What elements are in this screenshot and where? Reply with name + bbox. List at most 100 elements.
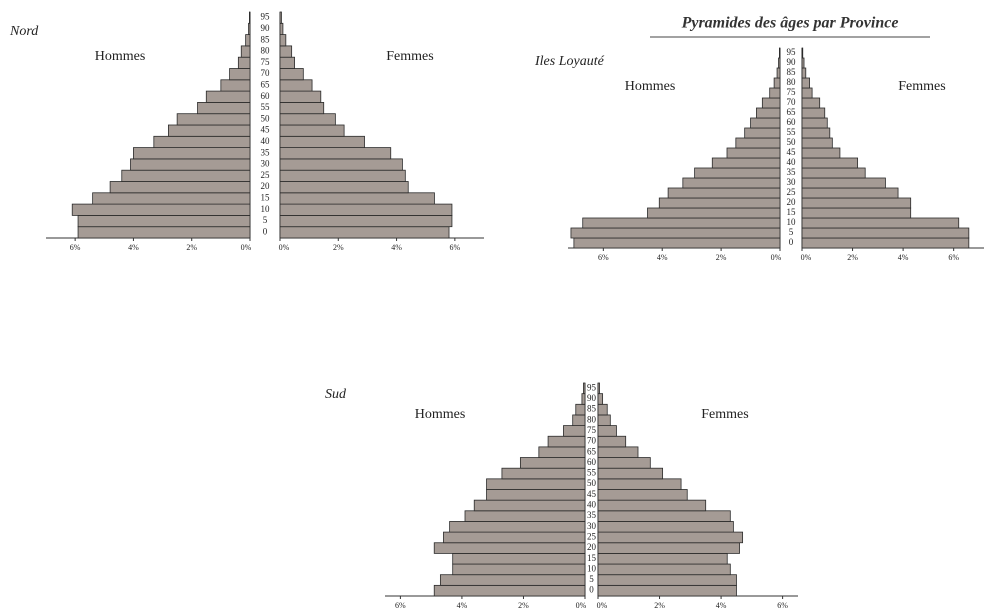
age-label: 65 xyxy=(587,446,597,456)
main-title: Pyramides des âges par Province xyxy=(681,15,899,32)
age-label: 60 xyxy=(587,457,597,467)
bar xyxy=(519,457,586,469)
age-label: 95 xyxy=(261,12,271,22)
bar xyxy=(778,57,781,69)
bar xyxy=(658,197,781,209)
bar xyxy=(801,157,859,169)
legend-label: Hommes xyxy=(625,79,676,94)
bar xyxy=(279,79,313,92)
age-label: 90 xyxy=(587,393,597,403)
x-tick-label: 0% xyxy=(597,601,608,608)
bar xyxy=(744,127,781,139)
legend-label: Femmes xyxy=(898,79,945,94)
bar xyxy=(597,542,740,554)
bar xyxy=(433,584,586,597)
bar xyxy=(597,414,611,427)
age-label: 35 xyxy=(787,167,797,177)
chart-title: Iles Loyauté xyxy=(534,54,605,69)
x-tick-label: 0% xyxy=(279,243,290,252)
x-tick-label: 6% xyxy=(598,253,609,262)
bar xyxy=(573,237,781,249)
bar xyxy=(597,457,651,469)
bar xyxy=(597,467,664,480)
bar xyxy=(597,382,600,395)
bar xyxy=(279,113,336,126)
age-label: 75 xyxy=(587,425,597,435)
bar xyxy=(464,510,586,522)
age-label: 20 xyxy=(261,181,271,191)
age-label: 25 xyxy=(587,531,597,541)
bar xyxy=(667,187,781,199)
age-label: 5 xyxy=(789,227,794,237)
bar xyxy=(279,45,293,58)
bar xyxy=(801,57,805,69)
bar xyxy=(279,56,295,69)
age-label: 85 xyxy=(787,67,797,77)
bar xyxy=(647,207,781,219)
age-label: 40 xyxy=(261,136,271,146)
age-label: 60 xyxy=(787,117,797,127)
age-label: 30 xyxy=(787,177,797,187)
bar xyxy=(563,425,586,437)
bar xyxy=(801,77,810,89)
age-label: 95 xyxy=(787,47,797,57)
bar xyxy=(279,90,322,103)
x-tick-label: 0% xyxy=(576,601,587,608)
age-label: 65 xyxy=(787,107,797,117)
bar xyxy=(167,124,251,137)
age-label: 55 xyxy=(787,127,797,137)
bar xyxy=(711,157,781,169)
bar xyxy=(153,135,251,149)
age-label: 45 xyxy=(261,125,271,135)
bar xyxy=(197,102,251,115)
age-label: 70 xyxy=(587,436,597,446)
bar xyxy=(597,510,731,522)
x-tick-label: 2% xyxy=(186,243,197,252)
bar xyxy=(597,425,617,437)
age-label: 75 xyxy=(787,87,797,97)
age-label: 5 xyxy=(263,215,268,225)
age-label: 0 xyxy=(789,237,794,247)
age-label: 10 xyxy=(787,217,797,227)
age-label: 90 xyxy=(261,23,271,33)
age-label: 55 xyxy=(587,468,597,478)
bar xyxy=(773,77,781,89)
bar xyxy=(801,197,912,209)
bar xyxy=(279,22,284,35)
bar xyxy=(801,217,960,229)
age-label: 20 xyxy=(587,542,597,552)
bar xyxy=(597,553,728,565)
age-label: 45 xyxy=(587,489,597,499)
chart-title: Nord xyxy=(9,24,39,39)
age-label: 50 xyxy=(787,137,797,147)
age-label: 15 xyxy=(261,193,271,203)
bar xyxy=(443,531,586,544)
bar xyxy=(581,393,586,405)
bar xyxy=(245,34,251,47)
age-label: 20 xyxy=(787,197,797,207)
bar xyxy=(547,435,586,448)
x-tick-label: 4% xyxy=(716,601,727,608)
bar xyxy=(597,393,604,405)
x-tick-label: 6% xyxy=(948,253,959,262)
age-label: 40 xyxy=(587,500,597,510)
bar xyxy=(279,11,282,24)
bar xyxy=(279,192,435,205)
bar xyxy=(77,226,251,239)
age-label: 25 xyxy=(261,170,271,180)
age-label: 35 xyxy=(587,510,597,520)
legend-label: Hommes xyxy=(95,49,146,64)
bar xyxy=(279,124,345,137)
bar xyxy=(801,67,807,79)
bar xyxy=(130,158,251,171)
bar xyxy=(801,167,866,179)
x-tick-label: 2% xyxy=(518,601,529,608)
bar xyxy=(735,137,781,149)
age-label: 5 xyxy=(589,574,594,584)
x-tick-label: 2% xyxy=(847,253,858,262)
bar xyxy=(205,90,251,103)
bar xyxy=(433,542,586,554)
bar xyxy=(801,177,886,189)
bar xyxy=(572,414,586,427)
bar xyxy=(597,435,627,448)
